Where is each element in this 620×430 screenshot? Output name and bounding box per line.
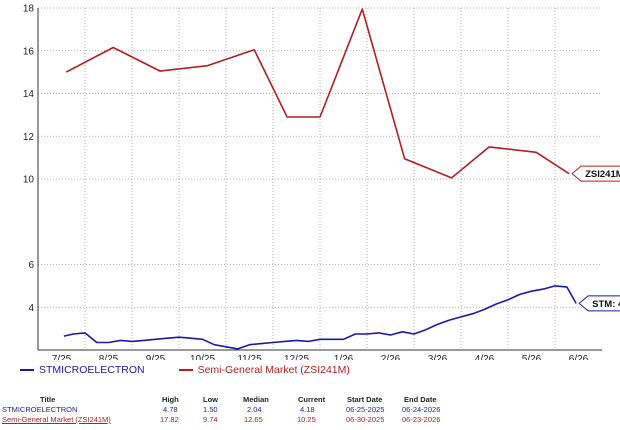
- stats-header-current: Current: [298, 395, 326, 404]
- chart: 4 6 10 12 14 16 18 7/25 8/25 9/25 10/25 11/25 12/25 1…: [23, 4, 620, 360]
- stats-row-stm-median: 2.04: [247, 405, 262, 414]
- x-tick-label: 11/25: [237, 354, 262, 360]
- x-tick-label: 6/26: [569, 354, 589, 360]
- callout-stm: STM: 4.18: [578, 295, 620, 312]
- stats-row-zsi-start-date: 06-30-2025: [346, 415, 385, 424]
- callout-label: STM: 4.18: [592, 299, 620, 310]
- stats-header-title: Title: [40, 395, 56, 404]
- legend-swatch-zsi: [178, 369, 193, 371]
- stats-row-stm-end-date: 06-24-2026: [402, 405, 441, 414]
- x-tick-label: 1/26: [334, 354, 354, 360]
- x-tick-label: 12/25: [284, 354, 309, 360]
- stats-header-high: High: [162, 395, 179, 404]
- series-line-zsi: [65, 8, 570, 179]
- callout-box: [578, 295, 620, 312]
- stats-row-zsi-low: 9.74: [203, 415, 218, 424]
- stats-header-low: Low: [203, 395, 218, 404]
- legend-item-zsi: Semi-General Market (ZSI241M): [178, 364, 350, 376]
- series-line-stm: [63, 285, 577, 350]
- y-tick-label: 18: [23, 4, 35, 15]
- x-tick-label: 2/26: [381, 354, 401, 360]
- stats-row-stm-high: 4.78: [163, 405, 178, 414]
- legend-swatch-stm: [20, 369, 34, 371]
- x-tick-label: 8/25: [99, 354, 119, 360]
- stats-row-zsi-high: 17.82: [160, 415, 179, 424]
- callout-box: [571, 165, 620, 182]
- legend-item-stm: STMICROELECTRON: [20, 364, 145, 376]
- stats-row-stm-start-date: 06-25-2025: [346, 405, 385, 414]
- x-tick-label: 7/25: [52, 354, 72, 360]
- y-tick-label: 6: [28, 260, 34, 271]
- legend: STMICROELECTRON Semi-General Market (ZSI…: [20, 364, 384, 376]
- x-tick-label: 10/25: [190, 354, 215, 360]
- stats-row-zsi-current: 10.25: [297, 415, 316, 424]
- y-tick-label: 12: [23, 132, 35, 143]
- stats-row-stm-current: 4.18: [300, 405, 315, 414]
- legend-label-stm: STMICROELECTRON: [39, 364, 145, 376]
- x-tick-label: 4/26: [475, 354, 495, 360]
- stats-row-stm-low: 1.50: [203, 405, 218, 414]
- stats-header-start-date: Start Date: [347, 395, 383, 404]
- legend-label-zsi: Semi-General Market (ZSI241M): [197, 364, 350, 376]
- callout-zsi: ZSI241M: 10.25: [571, 165, 620, 182]
- stats-row-zsi-title[interactable]: Semi-General Market (ZSI241M): [2, 415, 111, 424]
- y-tick-label: 4: [28, 303, 34, 314]
- x-tick-label: 5/26: [522, 354, 542, 360]
- x-tick-label: 9/25: [146, 354, 166, 360]
- x-tick-label: 3/26: [428, 354, 448, 360]
- stats-row-zsi-end-date: 06-23-2026: [402, 415, 441, 424]
- stats-row-stm-title: STMICROELECTRON: [2, 405, 78, 414]
- y-tick-label: 14: [23, 89, 35, 100]
- stats-row-zsi-median: 12.65: [244, 415, 263, 424]
- y-tick-label: 10: [23, 175, 35, 186]
- stats-header-end-date: End Date: [404, 395, 437, 404]
- stats-header-median: Median: [243, 395, 269, 404]
- y-tick-label: 16: [23, 46, 35, 57]
- callout-label: ZSI241M: 10.25: [585, 169, 620, 180]
